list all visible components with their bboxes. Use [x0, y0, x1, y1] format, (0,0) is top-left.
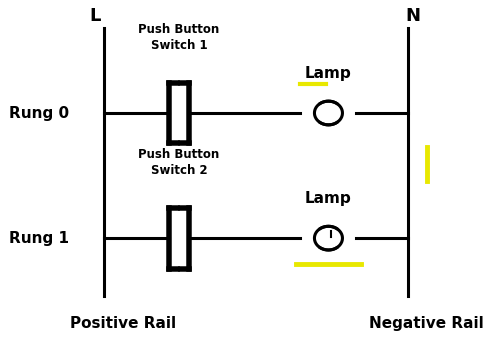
Text: Push Button
Switch 1: Push Button Switch 1	[139, 23, 219, 52]
Text: Lamp: Lamp	[305, 191, 352, 206]
Text: Rung 1: Rung 1	[9, 231, 69, 246]
Text: N: N	[405, 7, 420, 25]
Text: Lamp: Lamp	[305, 66, 352, 81]
Text: Push Button
Switch 2: Push Button Switch 2	[139, 148, 219, 177]
Text: Rung 0: Rung 0	[9, 105, 69, 120]
Text: Positive Rail: Positive Rail	[70, 316, 176, 331]
Text: L: L	[89, 7, 101, 25]
Text: Negative Rail: Negative Rail	[369, 316, 484, 331]
